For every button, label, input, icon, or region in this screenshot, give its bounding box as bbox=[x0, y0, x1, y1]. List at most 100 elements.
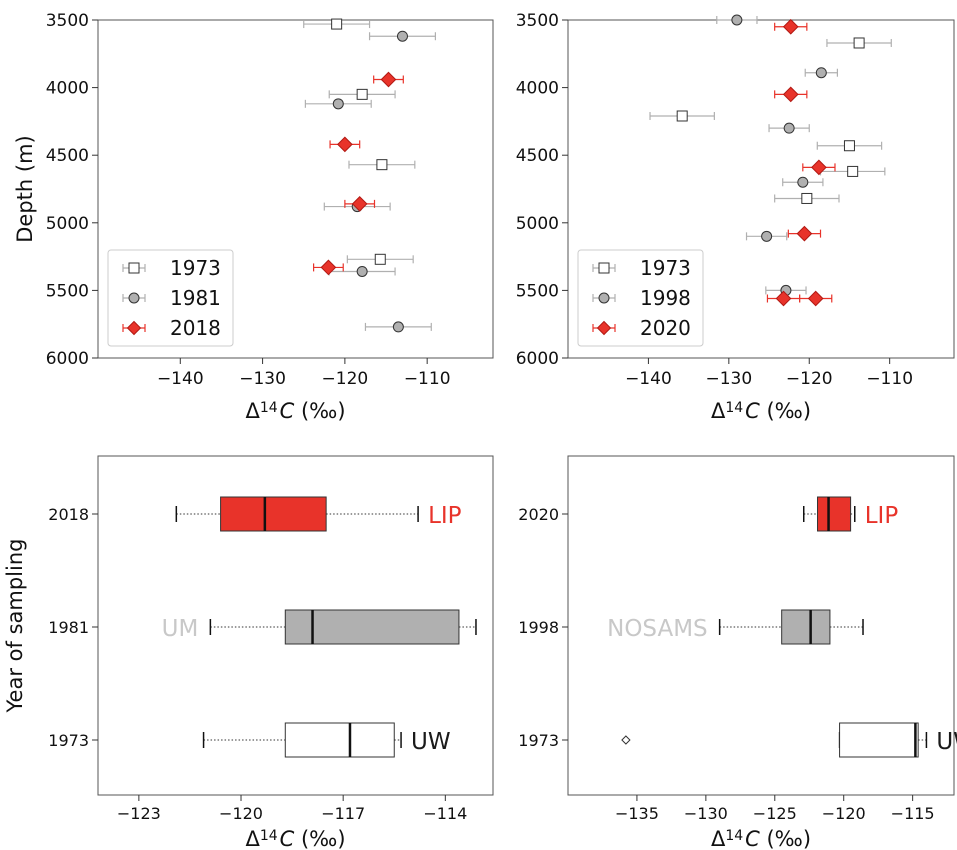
y-tick-label: 1998 bbox=[518, 618, 559, 637]
legend-marker bbox=[128, 262, 140, 274]
legend-frame bbox=[577, 249, 704, 347]
data-point bbox=[374, 253, 386, 265]
lab-label: UW bbox=[936, 729, 957, 755]
lab-label: UW bbox=[411, 729, 451, 755]
y-axis-title: Year of sampling bbox=[3, 539, 27, 714]
series-1981 bbox=[304, 30, 436, 333]
series-1973 bbox=[303, 18, 416, 265]
x-tick-label: −114 bbox=[423, 804, 467, 823]
data-point bbox=[801, 192, 813, 204]
y-tick-label: 5500 bbox=[516, 281, 559, 301]
outlier-point bbox=[621, 735, 631, 745]
x-tick-label: −135 bbox=[615, 804, 659, 823]
data-point bbox=[356, 88, 368, 100]
lab-label: UM bbox=[162, 616, 199, 642]
x-tick-label: −130 bbox=[705, 369, 752, 389]
series-1973 bbox=[649, 37, 892, 204]
panel-box_right: −135 −130 −125 −120 −115 1973 1998 2020 UW NOSAMS… bbox=[518, 455, 957, 823]
x-tick-label: −110 bbox=[404, 369, 451, 389]
data-point bbox=[782, 18, 799, 35]
y-axis-title: Depth (m) bbox=[13, 135, 37, 242]
iqr-box bbox=[284, 722, 395, 758]
series-2020 bbox=[766, 18, 836, 307]
legend-entry-label: 2018 bbox=[170, 316, 221, 340]
series-1998 bbox=[716, 14, 838, 296]
x-axis-label: Δ14C (‰) bbox=[711, 827, 811, 850]
box-1998: NOSAMS bbox=[607, 609, 864, 645]
data-point bbox=[351, 196, 368, 212]
x-tick-label: −120 bbox=[322, 369, 369, 389]
x-tick-label: −130 bbox=[684, 804, 728, 823]
y-tick-label: 6000 bbox=[516, 349, 559, 369]
data-point bbox=[843, 140, 855, 152]
legend: 1973 1998 2020 bbox=[577, 249, 704, 347]
legend-frame bbox=[107, 249, 234, 347]
data-point bbox=[331, 18, 343, 30]
x-tick-label: −120 bbox=[219, 804, 263, 823]
data-point bbox=[380, 71, 397, 88]
data-point bbox=[815, 67, 827, 79]
data-point bbox=[731, 14, 743, 26]
x-axis-label: Δ14C (‰) bbox=[245, 827, 345, 850]
box-2020: LIP bbox=[802, 496, 899, 532]
legend-entry-label: 1981 bbox=[170, 286, 221, 310]
data-point bbox=[392, 321, 404, 333]
lab-label: LIP bbox=[865, 503, 899, 529]
plot-frame bbox=[567, 19, 955, 359]
legend-entry-label: 2020 bbox=[640, 316, 691, 340]
iqr-box bbox=[220, 496, 327, 532]
x-axis-title: Δ14C (‰) bbox=[711, 399, 811, 423]
series-2018 bbox=[313, 71, 404, 276]
data-point bbox=[761, 230, 773, 242]
y-tick-label: 4000 bbox=[46, 79, 89, 99]
box-1973: UW bbox=[202, 722, 451, 758]
y-tick-label: 3500 bbox=[46, 11, 89, 31]
x-axis-title: Δ14C (‰) bbox=[711, 827, 811, 850]
x-axis-title: Δ14C (‰) bbox=[245, 399, 345, 423]
y-tick-label: 3500 bbox=[516, 11, 559, 31]
y-tick-label: 1973 bbox=[518, 731, 559, 750]
x-axis-label: Δ14C (‰) bbox=[245, 399, 345, 423]
data-point bbox=[782, 86, 799, 103]
y-tick-label: 4500 bbox=[516, 146, 559, 166]
x-tick-label: −130 bbox=[239, 369, 286, 389]
y-tick-label: 5500 bbox=[46, 281, 89, 301]
x-tick-label: −110 bbox=[866, 369, 913, 389]
legend-marker bbox=[598, 262, 610, 274]
plot-frame bbox=[97, 455, 494, 796]
y-tick-label: 2020 bbox=[518, 505, 559, 524]
x-tick-label: −125 bbox=[753, 804, 797, 823]
y-tick-label: 4000 bbox=[516, 79, 559, 99]
lab-label: NOSAMS bbox=[607, 616, 708, 642]
data-point bbox=[797, 176, 809, 188]
panel-profile_right: −140 −130 −120 −110 3500 4000 4500 5000 5500 6000… bbox=[516, 11, 955, 389]
box-1981: UM bbox=[162, 609, 477, 645]
data-point bbox=[796, 225, 813, 242]
plot-frame bbox=[97, 19, 494, 359]
data-point bbox=[396, 30, 408, 42]
data-point bbox=[320, 259, 337, 276]
y-tick-label: 1973 bbox=[48, 731, 89, 750]
data-point bbox=[332, 98, 344, 110]
legend: 1973 1981 2018 bbox=[107, 249, 234, 347]
y-tick-label: 5000 bbox=[516, 214, 559, 234]
data-point bbox=[847, 165, 859, 177]
x-tick-label: −120 bbox=[786, 369, 833, 389]
y-tick-label: 5000 bbox=[46, 214, 89, 234]
y-tick-label: 6000 bbox=[46, 349, 89, 369]
data-point bbox=[811, 159, 827, 176]
lab-label: LIP bbox=[428, 503, 462, 529]
legend-marker bbox=[596, 320, 612, 336]
x-tick-label: −140 bbox=[625, 369, 672, 389]
data-point bbox=[376, 159, 388, 171]
legend-marker bbox=[598, 292, 610, 304]
x-tick-label: −120 bbox=[822, 804, 866, 823]
data-point bbox=[676, 110, 688, 122]
panel-profile_left: −140 −130 −120 −110 3500 4000 4500 5000 5500 6000… bbox=[13, 11, 494, 389]
x-tick-label: −117 bbox=[321, 804, 365, 823]
box-1973: UW bbox=[621, 722, 957, 758]
box-2018: LIP bbox=[175, 496, 462, 532]
x-tick-label: −140 bbox=[157, 369, 204, 389]
plot-frame bbox=[567, 455, 955, 796]
